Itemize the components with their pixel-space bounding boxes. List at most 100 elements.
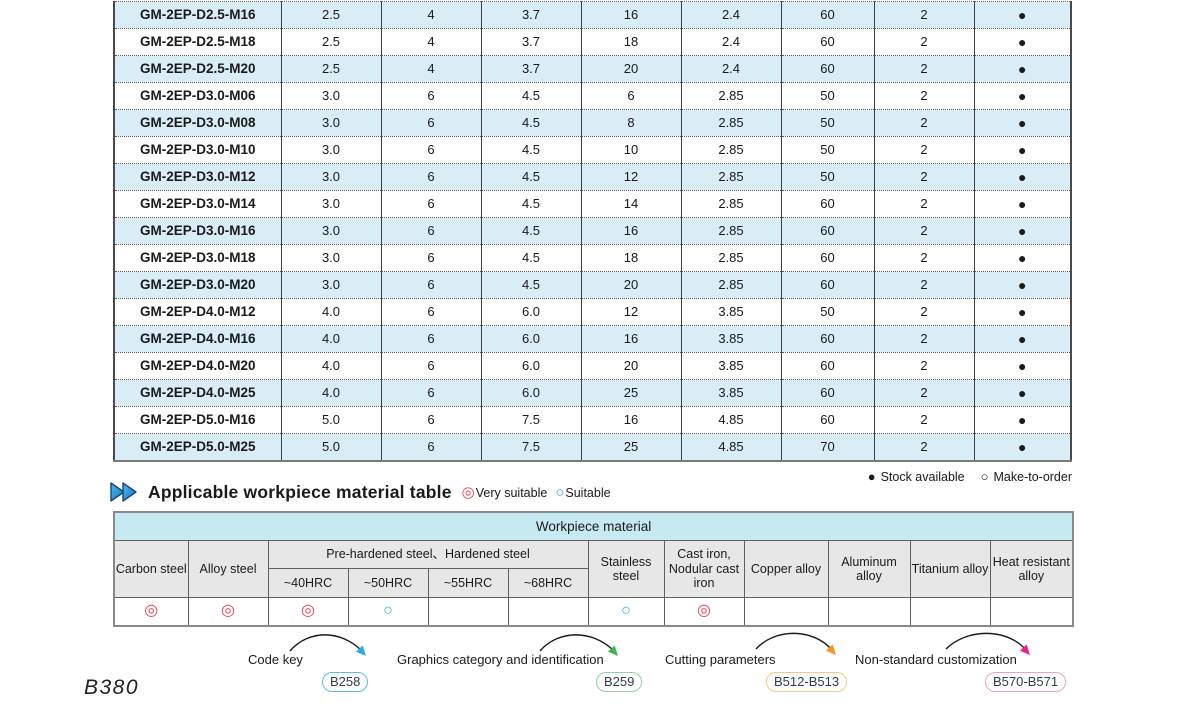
value-cell: 6: [380, 379, 481, 407]
value-cell: 2: [873, 55, 974, 83]
nonstandard-customization-label: Non-standard customization: [855, 652, 1017, 667]
col-40hrc: ~40HRC: [267, 568, 349, 598]
value-cell: 6: [380, 352, 481, 380]
model-cell: GM-2EP-D3.0-M08: [114, 109, 281, 137]
value-cell: 6: [380, 217, 481, 245]
value-cell: 60: [780, 55, 874, 83]
spec-row: GM-2EP-D3.0-M12 3.0 6 4.5 12 2.85 50 2 ●: [114, 163, 1071, 191]
value-cell: 50: [780, 109, 874, 137]
rating-cell: [909, 597, 991, 627]
rating-cell: [989, 597, 1074, 627]
value-cell: 4.5: [480, 109, 581, 137]
stock-cell: ●: [973, 271, 1071, 299]
value-cell: 3.0: [280, 136, 381, 164]
value-cell: 12: [580, 298, 681, 326]
value-cell: 16: [580, 325, 681, 353]
spec-row: GM-2EP-D5.0-M25 5.0 6 7.5 25 4.85 70 2 ●: [114, 433, 1071, 461]
col-aluminum-alloy: Aluminum alloy: [827, 540, 911, 598]
value-cell: 50: [780, 82, 874, 110]
value-cell: 4.5: [480, 217, 581, 245]
col-heat-resistant-alloy: Heat resistant alloy: [989, 540, 1074, 598]
model-cell: GM-2EP-D3.0-M14: [114, 190, 281, 218]
value-cell: 3.0: [280, 190, 381, 218]
value-cell: 8: [580, 109, 681, 137]
value-cell: 6: [380, 298, 481, 326]
value-cell: 2.4: [680, 55, 781, 83]
value-cell: 16: [580, 406, 681, 434]
model-cell: GM-2EP-D2.5-M20: [114, 55, 281, 83]
code-key-badge: B258: [322, 672, 369, 692]
spec-row: GM-2EP-D2.5-M20 2.5 4 3.7 20 2.4 60 2 ●: [114, 55, 1071, 83]
value-cell: 2: [873, 217, 974, 245]
value-cell: 3.0: [280, 109, 381, 137]
value-cell: 2: [873, 163, 974, 191]
value-cell: 5.0: [280, 433, 381, 461]
col-cast-iron: Cast iron, Nodular cast iron: [663, 540, 745, 598]
stock-cell: ●: [973, 109, 1071, 137]
value-cell: 70: [780, 433, 874, 461]
stock-cell: ●: [973, 433, 1071, 461]
value-cell: 2.85: [680, 136, 781, 164]
value-cell: 4: [380, 28, 481, 56]
value-cell: 20: [580, 271, 681, 299]
stock-available-icon: ●: [867, 469, 876, 484]
value-cell: 4.0: [280, 325, 381, 353]
col-titanium-alloy: Titanium alloy: [909, 540, 991, 598]
stock-cell: ●: [973, 352, 1071, 380]
value-cell: 6: [380, 244, 481, 272]
stock-cell: ●: [973, 163, 1071, 191]
value-cell: 2: [873, 325, 974, 353]
value-cell: 2: [873, 82, 974, 110]
spec-table-body: GM-2EP-D2.5-M16 2.5 4 3.7 16 2.4 60 2 ● GM-2EP-D2…: [114, 1, 1071, 461]
value-cell: 6.0: [480, 352, 581, 380]
value-cell: 2.85: [680, 271, 781, 299]
graphics-arrowhead-icon: [607, 645, 618, 656]
value-cell: 6: [380, 406, 481, 434]
value-cell: 60: [780, 325, 874, 353]
very-suitable-legend: ◎Very suitable: [462, 485, 548, 500]
stock-cell: ●: [973, 379, 1071, 407]
value-cell: 60: [780, 406, 874, 434]
make-to-order-icon: ○: [980, 469, 989, 484]
value-cell: 4.5: [480, 136, 581, 164]
value-cell: 3.0: [280, 271, 381, 299]
rating-cell: ◎: [267, 597, 349, 627]
stock-available-label: Stock available: [880, 470, 965, 484]
spec-row: GM-2EP-D2.5-M18 2.5 4 3.7 18 2.4 60 2 ●: [114, 28, 1071, 56]
code-key-label: Code key: [248, 652, 303, 667]
value-cell: 6: [380, 109, 481, 137]
value-cell: 3.0: [280, 244, 381, 272]
value-cell: 16: [580, 1, 681, 29]
value-cell: 2.85: [680, 163, 781, 191]
stock-cell: ●: [973, 82, 1071, 110]
value-cell: 60: [780, 1, 874, 29]
model-cell: GM-2EP-D3.0-M06: [114, 82, 281, 110]
value-cell: 3.85: [680, 298, 781, 326]
suitable-legend: ○Suitable: [555, 485, 610, 500]
rating-cell: ○: [347, 597, 429, 627]
value-cell: 2.85: [680, 217, 781, 245]
value-cell: 50: [780, 298, 874, 326]
spec-row: GM-2EP-D4.0-M25 4.0 6 6.0 25 3.85 60 2 ●: [114, 379, 1071, 407]
value-cell: 60: [780, 217, 874, 245]
value-cell: 2: [873, 298, 974, 326]
model-cell: GM-2EP-D5.0-M25: [114, 433, 281, 461]
stock-cell: ●: [973, 406, 1071, 434]
model-cell: GM-2EP-D4.0-M16: [114, 325, 281, 353]
value-cell: 2: [873, 406, 974, 434]
spec-row: GM-2EP-D3.0-M16 3.0 6 4.5 16 2.85 60 2 ●: [114, 217, 1071, 245]
model-cell: GM-2EP-D4.0-M20: [114, 352, 281, 380]
model-cell: GM-2EP-D3.0-M12: [114, 163, 281, 191]
value-cell: 2: [873, 109, 974, 137]
value-cell: 14: [580, 190, 681, 218]
model-cell: GM-2EP-D3.0-M18: [114, 244, 281, 272]
ratings-row: ◎ ◎ ◎ ○ ○ ◎: [113, 597, 1074, 627]
model-cell: GM-2EP-D3.0-M20: [114, 271, 281, 299]
value-cell: 60: [780, 190, 874, 218]
value-cell: 2: [873, 190, 974, 218]
value-cell: 6: [380, 82, 481, 110]
stock-cell: ●: [973, 136, 1071, 164]
spec-row: GM-2EP-D3.0-M14 3.0 6 4.5 14 2.85 60 2 ●: [114, 190, 1071, 218]
suitable-label: Suitable: [565, 485, 611, 500]
rating-cell: ◎: [113, 597, 189, 627]
